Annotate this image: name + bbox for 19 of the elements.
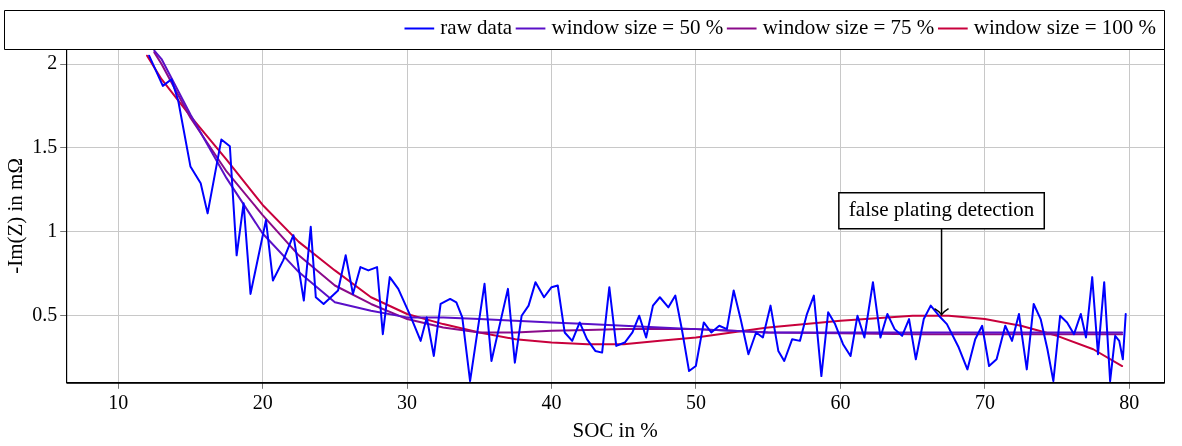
x-axis-title: SOC in %	[572, 417, 658, 442]
legend-label: window size = 50 %	[551, 15, 724, 40]
y-tick-label: 2	[47, 51, 58, 74]
y-tick-label: 1	[47, 219, 58, 242]
legend-label: window size = 75 %	[762, 15, 935, 40]
x-tick-label: 80	[1119, 391, 1140, 414]
y-axis-title: -Im(Z) in mΩ	[3, 157, 28, 274]
y-tick-label: 0.5	[32, 302, 58, 325]
x-tick-label: 30	[397, 391, 418, 414]
x-tick-label: 50	[685, 391, 706, 414]
x-tick-label: 40	[541, 391, 562, 414]
annotation: false plating detection	[848, 197, 1035, 222]
legend-label: raw data	[440, 15, 513, 40]
x-tick-label: 10	[108, 391, 129, 414]
y-tick-label: 1.5	[32, 135, 58, 158]
x-tick-label: 60	[830, 391, 851, 414]
x-tick-label: 20	[252, 391, 273, 414]
legend-label: window size = 100 %	[973, 15, 1157, 40]
x-tick-label: 70	[974, 391, 995, 414]
